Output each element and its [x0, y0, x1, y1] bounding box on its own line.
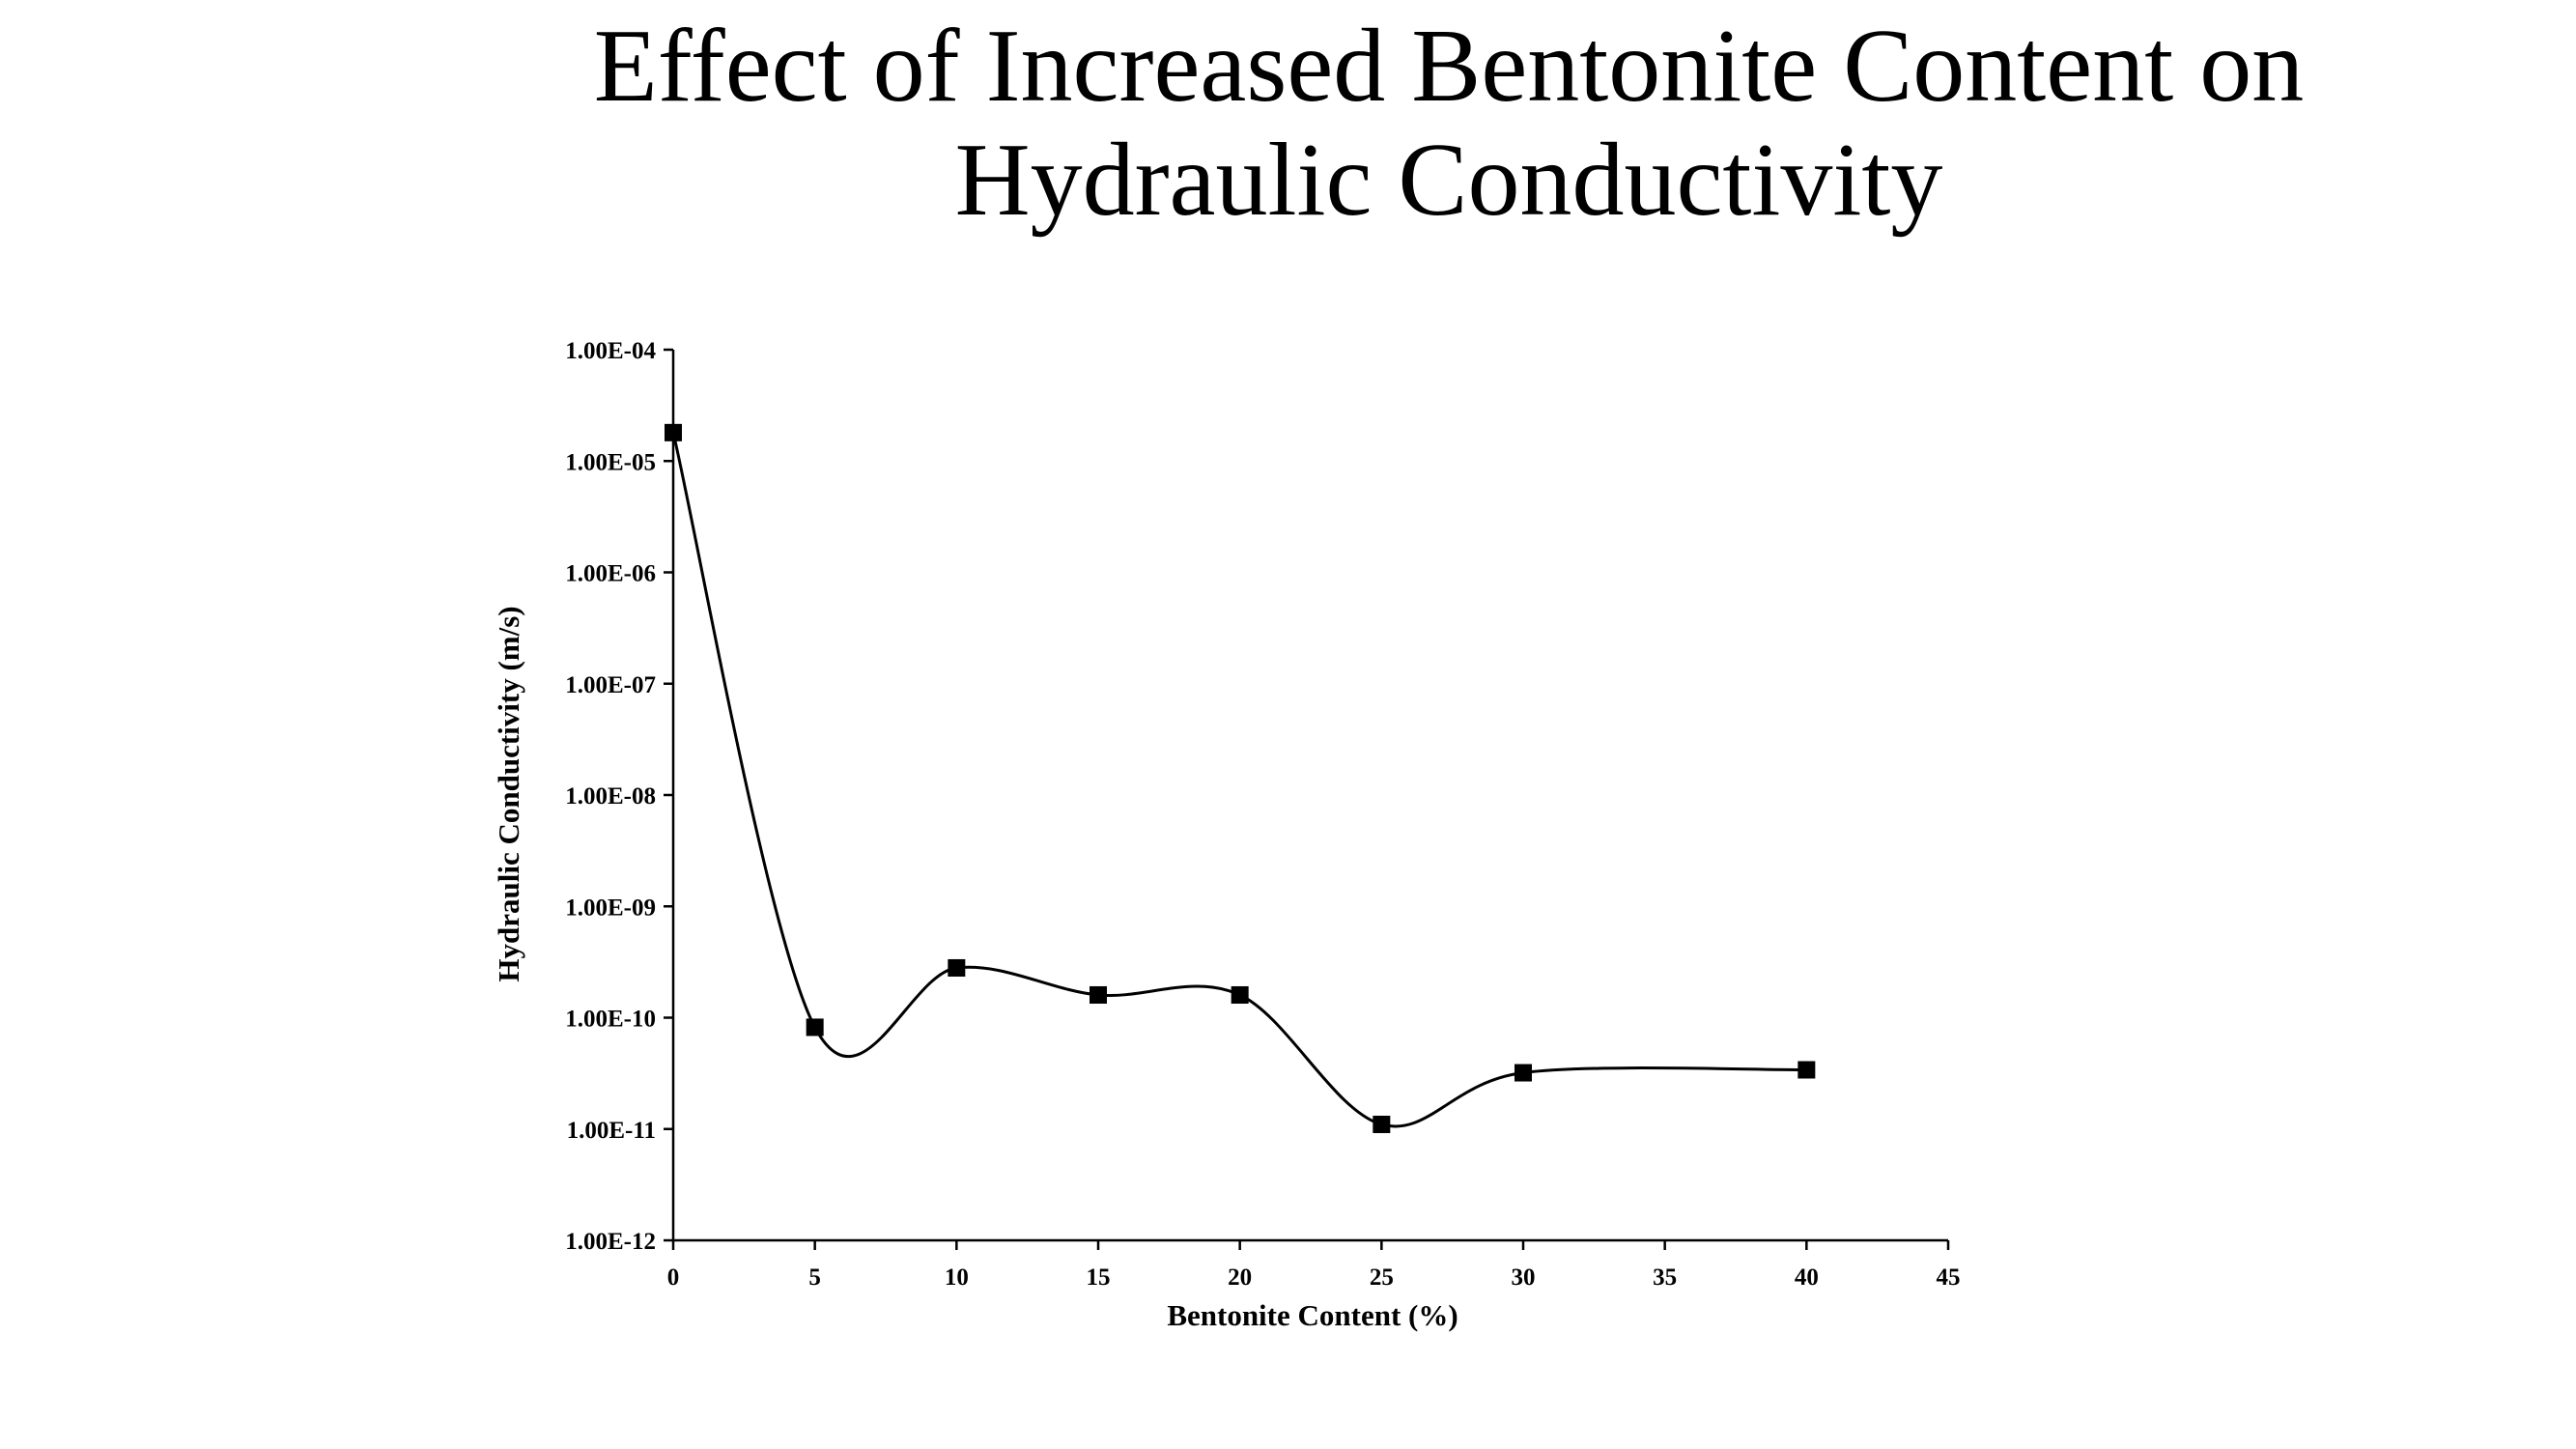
series-markers — [665, 423, 1816, 1133]
x-tick-label: 40 — [1795, 1264, 1819, 1291]
y-tick-label: 1.00E-11 — [567, 1118, 656, 1144]
data-point-marker — [665, 423, 682, 441]
data-point-marker — [1514, 1064, 1532, 1082]
series-curve — [671, 432, 1807, 1128]
y-tick-label: 1.00E-06 — [565, 561, 656, 587]
data-point-marker — [1798, 1061, 1816, 1079]
slide-title-line-1: Effect of Increased Bentonite Content on — [593, 9, 2305, 124]
slide-title: Effect of Increased Bentonite Content on… — [541, 10, 2357, 238]
y-tick-label: 1.00E-09 — [565, 895, 656, 921]
x-tick-label: 0 — [667, 1264, 680, 1291]
x-tick-label: 25 — [1370, 1264, 1394, 1291]
series-line — [671, 432, 1807, 1128]
x-tick-label: 20 — [1228, 1264, 1252, 1291]
y-tick-label: 1.00E-05 — [565, 449, 656, 475]
y-axis-label: Hydraulic Conductivity (m/s) — [492, 606, 525, 981]
data-point-marker — [1090, 985, 1107, 1004]
x-tick-label: 35 — [1653, 1264, 1677, 1291]
x-axis-label: Bentonite Content (%) — [1167, 1298, 1458, 1332]
y-tick-label: 1.00E-10 — [565, 1007, 656, 1033]
data-point-marker — [1231, 985, 1249, 1004]
axis-ticks: 1.00E-12 1.00E-11 1.00E-10 1.00E-09 1.00E-08… — [565, 338, 1960, 1291]
y-tick-label: 1.00E-08 — [565, 783, 656, 810]
x-tick-label: 30 — [1512, 1264, 1536, 1291]
y-tick-label: 1.00E-07 — [565, 672, 656, 698]
data-point-marker — [948, 958, 966, 977]
x-tick-label: 5 — [808, 1264, 821, 1291]
data-point-marker — [1373, 1115, 1391, 1133]
x-tick-label: 15 — [1087, 1264, 1111, 1291]
axes — [671, 350, 1948, 1242]
y-tick-label: 1.00E-04 — [565, 338, 656, 364]
slide-title-line-2: Hydraulic Conductivity — [954, 123, 1943, 238]
x-tick-label: 10 — [945, 1264, 969, 1291]
y-tick-label: 1.00E-12 — [565, 1229, 656, 1255]
data-point-marker — [806, 1018, 824, 1037]
x-tick-label: 45 — [1937, 1264, 1961, 1291]
